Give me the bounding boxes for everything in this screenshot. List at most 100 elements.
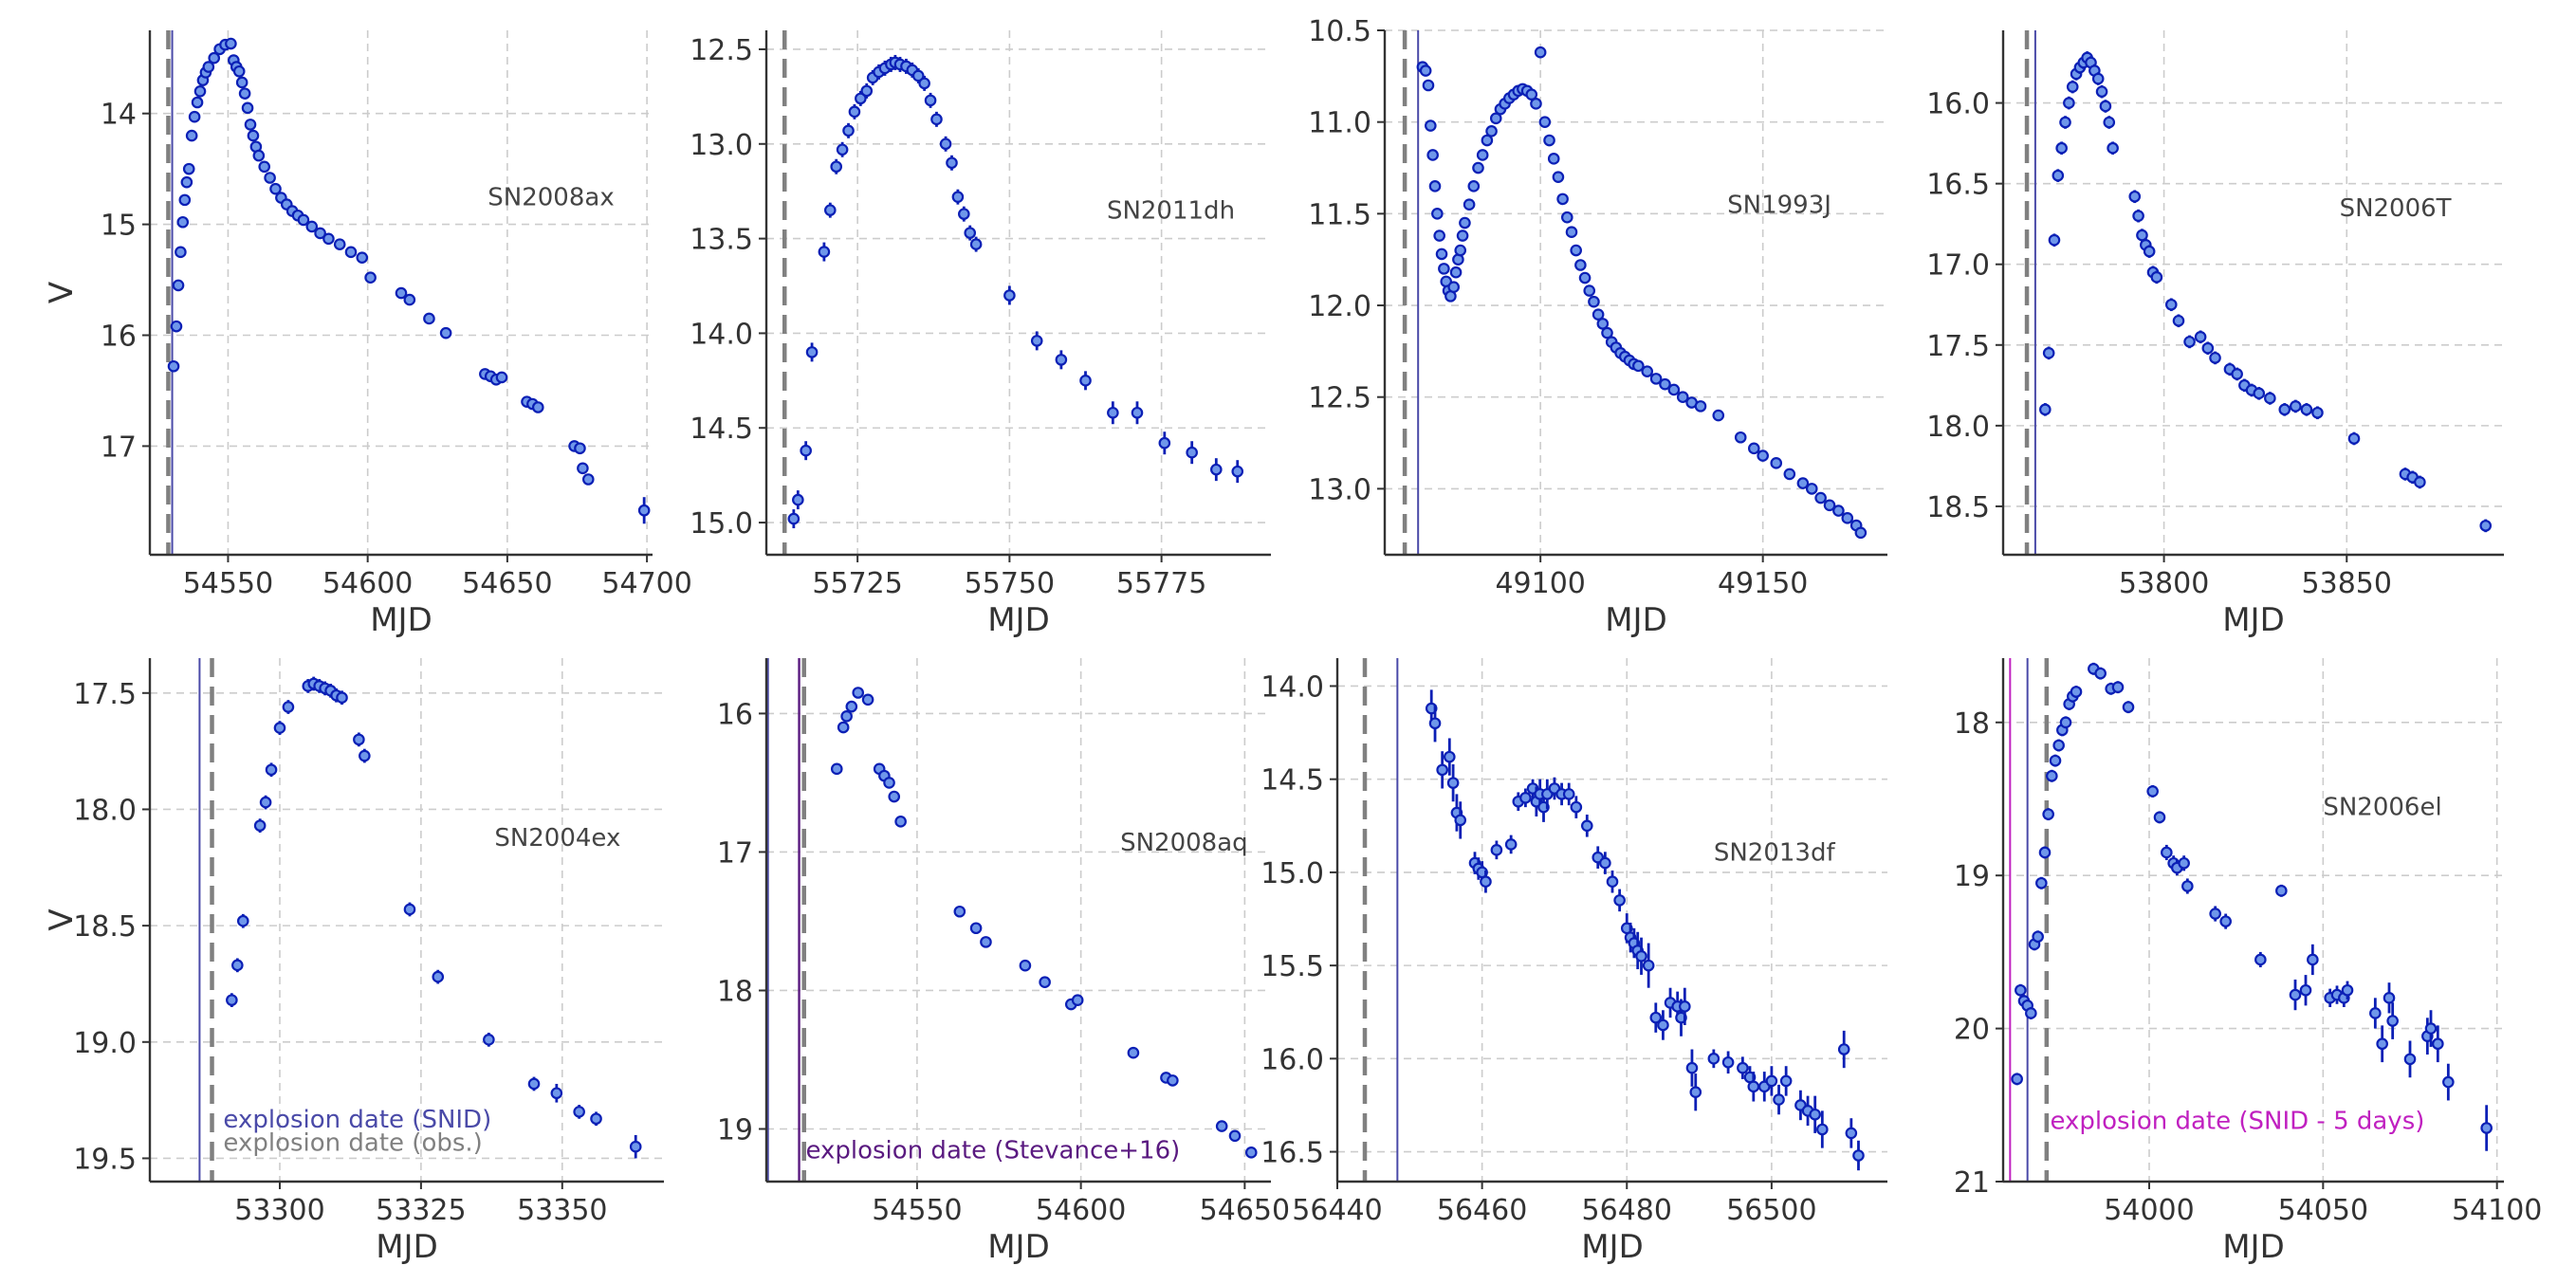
data-point [1816, 1123, 1829, 1136]
sn-name-label: SN2004ex [494, 824, 620, 853]
data-point [1426, 149, 1439, 161]
data-point [282, 701, 295, 713]
data-point [1779, 1074, 1793, 1088]
data-point [403, 293, 416, 306]
explosion-annotation: explosion date (obs.) [223, 1128, 482, 1157]
data-point [2042, 808, 2054, 820]
y-tick-label: 18.5 [73, 910, 137, 944]
data-point [1773, 1093, 1785, 1106]
y-tick-label: 13.0 [1308, 473, 1371, 506]
data-point [1574, 259, 1587, 271]
data-point [1552, 171, 1565, 183]
panel-sn2013df: 56440 56460 56480 56500 14.0 14.5 15.0 15.5 16.0… [1260, 658, 1887, 1266]
data-point [252, 149, 266, 162]
y-tick-label: 18.5 [1926, 491, 1990, 524]
data-point [883, 777, 895, 789]
x-tick-label: 54100 [2452, 1194, 2542, 1227]
data-point [2289, 988, 2302, 1001]
data-point [1459, 216, 1471, 229]
y-tick-label: 19 [1954, 860, 1990, 893]
data-point [185, 129, 198, 142]
data-point [1447, 281, 1460, 293]
data-point [359, 749, 371, 762]
data-point [1167, 1074, 1179, 1087]
data-point [2383, 992, 2396, 1004]
explosion-annotation: explosion date (SNID - 5 days) [2051, 1107, 2425, 1135]
y-tick-label: 15.0 [690, 507, 753, 541]
data-point [2150, 271, 2163, 284]
data-point [980, 936, 992, 948]
data-point [1823, 499, 1836, 512]
data-point [1055, 354, 1068, 366]
data-point [1454, 244, 1467, 257]
data-point [1079, 375, 1092, 387]
data-point [2231, 368, 2243, 380]
x-tick-label: 55725 [812, 567, 902, 600]
data-point [1131, 406, 1144, 419]
data-point [946, 156, 958, 170]
data-point [2042, 347, 2055, 359]
data-point [2341, 983, 2354, 997]
data-point [577, 462, 589, 475]
x-tick-label: 54050 [2278, 1194, 2368, 1227]
panel-sn1993j: 49100 49150 10.5 11.0 11.5 12.0 12.5 13.0 MJD SN1… [1308, 15, 1887, 639]
x-tick-label: 54650 [462, 567, 552, 600]
data-point [1480, 875, 1492, 889]
data-point [1649, 373, 1663, 385]
data-point [1747, 1080, 1760, 1093]
data-point [1530, 98, 1542, 110]
y-tick-label: 18 [717, 975, 753, 1008]
data-point [244, 119, 257, 131]
data-point [238, 87, 251, 100]
data-point [2278, 403, 2291, 416]
data-point [1419, 64, 1432, 77]
data-point [1601, 326, 1613, 339]
x-tick-label: 54600 [322, 567, 413, 600]
data-point [852, 687, 865, 699]
data-point [2153, 811, 2166, 824]
y-tick-label: 17 [101, 431, 137, 464]
data-point [226, 994, 238, 1006]
data-point [2442, 1075, 2455, 1089]
data-point [2194, 330, 2207, 343]
data-point [1685, 1061, 1699, 1074]
data-point [1244, 1146, 1258, 1159]
data-point [2480, 1122, 2493, 1134]
data-point [1712, 409, 1725, 422]
data-point [1525, 88, 1538, 101]
x-tick-label: 55750 [965, 567, 1055, 600]
y-axis-label: V [43, 282, 81, 303]
y-tick-label: 10.5 [1308, 15, 1371, 48]
data-point [1565, 226, 1578, 238]
y-tick-label: 13.0 [690, 129, 753, 162]
data-point [2011, 1073, 2023, 1086]
data-point [845, 700, 858, 713]
data-point [1538, 116, 1552, 128]
y-tick-label: 18 [1954, 707, 1990, 741]
data-point [1667, 383, 1681, 396]
data-point [2299, 983, 2312, 997]
x-axis-label: MJD [2222, 1228, 2285, 1266]
data-point [2128, 190, 2142, 203]
data-point [2132, 210, 2144, 222]
data-point [2143, 245, 2156, 258]
data-point [188, 110, 201, 123]
x-axis-label: MJD [987, 1228, 1050, 1266]
y-tick-label: 14.5 [1260, 764, 1324, 798]
data-point [172, 279, 185, 292]
data-point [170, 320, 183, 333]
data-point [1428, 717, 1442, 730]
data-point [322, 232, 335, 246]
data-point [265, 763, 278, 777]
data-point [2107, 141, 2119, 155]
x-tick-label: 54000 [2104, 1194, 2194, 1227]
data-point [2264, 392, 2276, 405]
data-point [1657, 1018, 1669, 1032]
data-point [314, 227, 326, 240]
data-point [924, 94, 937, 107]
data-point [2146, 785, 2159, 798]
data-point [2307, 953, 2319, 966]
data-point [356, 251, 369, 264]
data-point [1422, 79, 1435, 92]
data-point [1805, 483, 1818, 495]
